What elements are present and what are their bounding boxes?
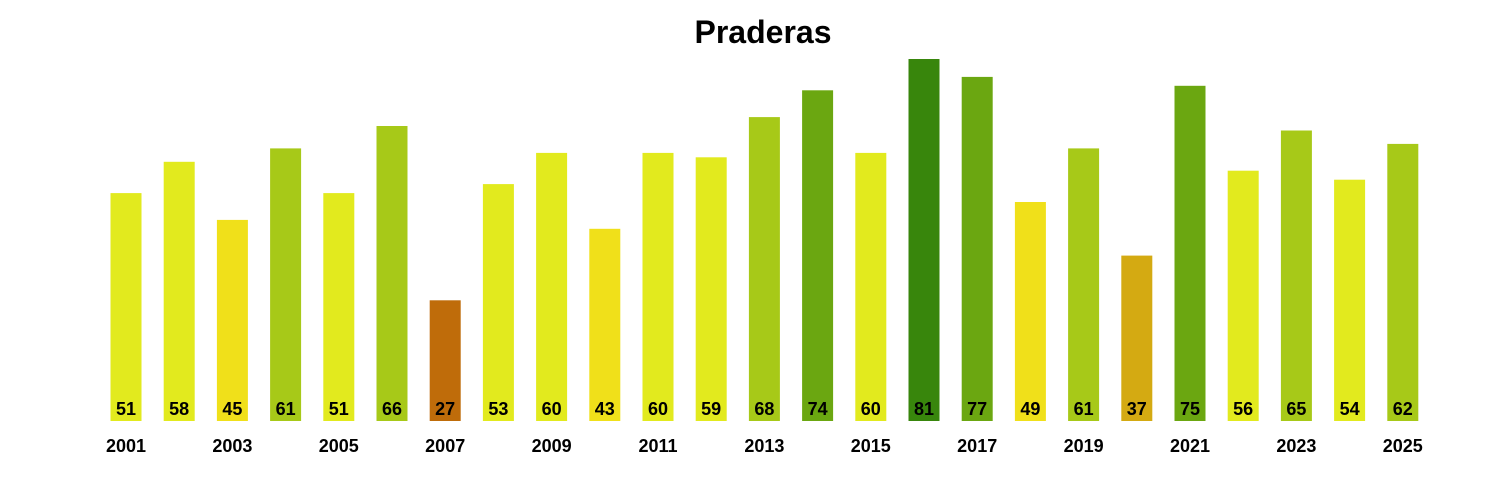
chart-title: Praderas [695, 14, 832, 50]
value-labels-group: 51 58 45 61 51 66 27 53 60 43 60 59 68 74 60 81 77 49 61 37… [116, 399, 1413, 419]
bar-2022 [1227, 170, 1259, 421]
value-label-2025: 62 [1393, 399, 1413, 419]
bar-2008 [482, 184, 514, 421]
value-label-2021: 75 [1180, 399, 1200, 419]
value-label-2011: 60 [648, 399, 668, 419]
value-label-2012: 59 [701, 399, 721, 419]
value-label-2001: 51 [116, 399, 136, 419]
x-tick-label-2019: 2019 [1064, 436, 1104, 456]
bar-2007 [429, 300, 461, 421]
bar-2014 [802, 90, 834, 422]
bar-2020 [1121, 255, 1153, 421]
value-label-2017: 77 [967, 399, 987, 419]
value-label-2002: 58 [169, 399, 189, 419]
bar-2005 [323, 193, 355, 421]
x-tick-label-2017: 2017 [957, 436, 997, 456]
bar-2012 [695, 157, 727, 422]
value-label-2016: 81 [914, 399, 934, 419]
bar-2024 [1334, 179, 1366, 421]
bar-2010 [589, 228, 621, 421]
value-label-2006: 66 [382, 399, 402, 419]
x-tick-label-2025: 2025 [1383, 436, 1423, 456]
x-tick-label-2021: 2021 [1170, 436, 1210, 456]
bar-2004 [270, 148, 302, 421]
x-tick-label-2003: 2003 [212, 436, 252, 456]
value-label-2020: 37 [1127, 399, 1147, 419]
x-tick-labels-group: 2001 2003 2005 2007 2009 2011 2013 2015 2017 2019… [106, 436, 1423, 456]
x-tick-label-2013: 2013 [744, 436, 784, 456]
x-tick-label-2001: 2001 [106, 436, 146, 456]
value-label-2013: 68 [754, 399, 774, 419]
bar-2013 [748, 117, 780, 421]
x-tick-label-2023: 2023 [1276, 436, 1316, 456]
bar-2011 [642, 152, 674, 421]
bar-2019 [1068, 148, 1100, 421]
bar-2023 [1280, 130, 1312, 421]
x-tick-label-2007: 2007 [425, 436, 465, 456]
value-label-2003: 45 [222, 399, 242, 419]
x-tick-label-2011: 2011 [638, 436, 677, 456]
bar-2009 [536, 152, 568, 421]
value-label-2008: 53 [488, 399, 508, 419]
value-label-2009: 60 [542, 399, 562, 419]
bar-2017 [961, 76, 993, 422]
bar-2003 [216, 219, 248, 421]
bar-2015 [855, 152, 887, 421]
value-label-2015: 60 [861, 399, 881, 419]
bar-2006 [376, 126, 408, 421]
bar-2001 [110, 193, 142, 421]
value-label-2022: 56 [1233, 399, 1253, 419]
value-label-2018: 49 [1020, 399, 1040, 419]
value-label-2005: 51 [329, 399, 349, 419]
value-label-2004: 61 [276, 399, 296, 419]
bar-2025 [1387, 143, 1419, 421]
x-tick-label-2015: 2015 [851, 436, 891, 456]
bar-2002 [163, 161, 195, 422]
x-tick-label-2005: 2005 [319, 436, 359, 456]
value-label-2023: 65 [1286, 399, 1306, 419]
bar-2018 [1014, 202, 1046, 421]
bars-group [110, 59, 1419, 422]
bar-2021 [1174, 85, 1206, 422]
value-label-2014: 74 [808, 399, 828, 419]
value-label-2007: 27 [435, 399, 455, 419]
value-label-2024: 54 [1340, 399, 1360, 419]
value-label-2019: 61 [1074, 399, 1094, 419]
x-tick-label-2009: 2009 [532, 436, 572, 456]
value-label-2010: 43 [595, 399, 615, 419]
bar-2016 [908, 59, 940, 421]
